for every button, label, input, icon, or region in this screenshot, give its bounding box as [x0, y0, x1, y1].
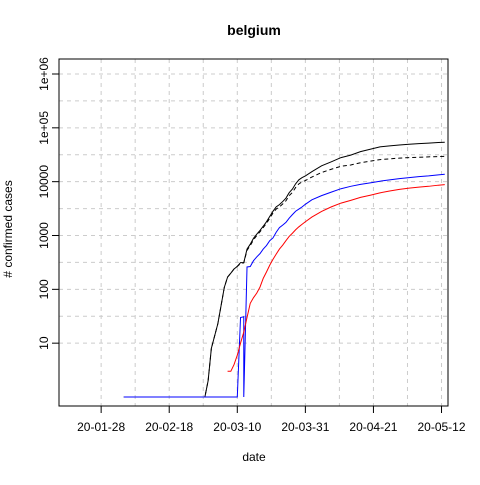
y-tick-label: 1000	[37, 222, 51, 249]
series-layer	[123, 141, 445, 398]
series-line-4	[227, 184, 445, 372]
y-axis: 10 100 1000 10000 1e+05 1e+06	[37, 57, 60, 350]
series-line-3	[123, 173, 445, 398]
x-tick-label: 20-05-12	[417, 420, 465, 434]
y-tick-label: 1e+06	[37, 57, 51, 91]
y-tick-label: 10	[37, 336, 51, 350]
x-tick-label: 20-04-21	[349, 420, 397, 434]
y-tick-label: 100	[37, 279, 51, 299]
chart-title: belgium	[227, 22, 281, 38]
x-axis: 20-01-28 20-02-18 20-03-10 20-03-31 20-04-21…	[77, 405, 466, 434]
y-tick-label: 10000	[37, 165, 51, 199]
x-tick-label: 20-02-18	[145, 420, 193, 434]
series-line-1	[123, 141, 445, 398]
x-tick-label: 20-03-31	[281, 420, 329, 434]
x-tick-label: 20-03-10	[213, 420, 261, 434]
y-tick-label: 1e+05	[37, 111, 51, 145]
plot-frame	[58, 58, 449, 407]
grid	[59, 59, 448, 406]
x-axis-label: date	[242, 450, 266, 464]
x-tick-label: 20-01-28	[77, 420, 125, 434]
series-line-2	[123, 155, 445, 398]
y-axis-label: # confirmed cases	[1, 180, 15, 277]
